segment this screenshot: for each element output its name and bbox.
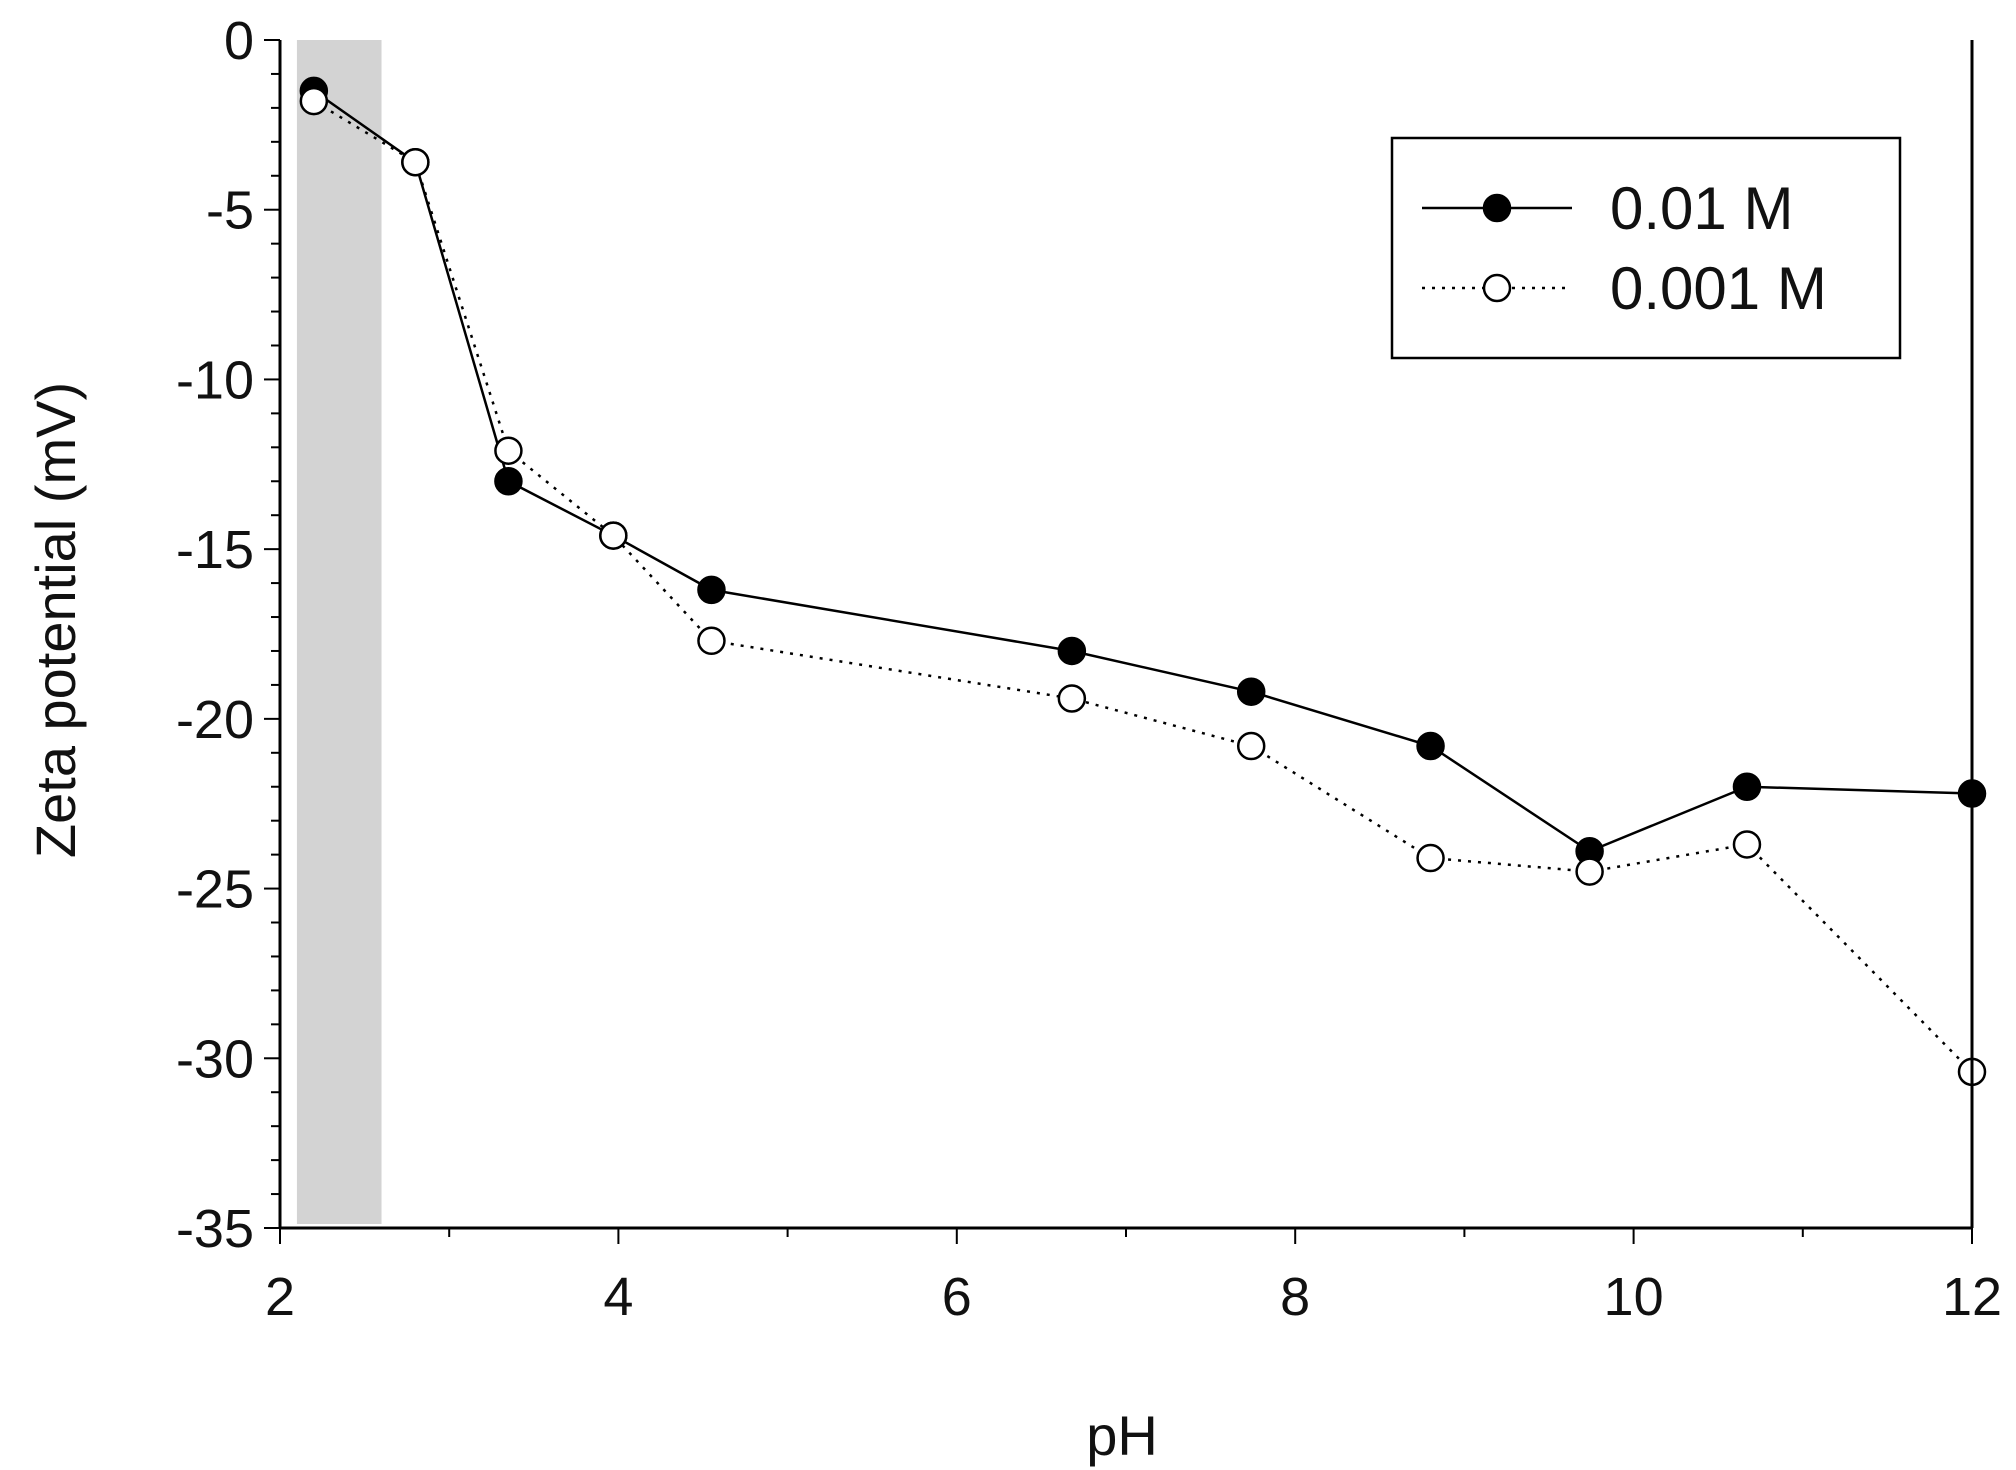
y-tick-label: -20 <box>176 690 254 750</box>
x-tick-label: 10 <box>1604 1267 1664 1327</box>
y-tick-label: -10 <box>176 350 254 410</box>
legend-marker <box>1482 273 1512 303</box>
x-tick-label: 2 <box>265 1267 295 1327</box>
shaded-region <box>296 40 382 1224</box>
y-tick-label: -35 <box>176 1199 254 1259</box>
data-point-filled <box>697 575 726 605</box>
data-point-filled <box>1732 772 1762 801</box>
data-point-open <box>401 147 430 177</box>
data-point-open <box>299 86 329 116</box>
data-point-filled <box>1057 636 1087 666</box>
series-line-1 <box>313 100 1973 1073</box>
data-point-open <box>1732 830 1762 859</box>
data-point-filled <box>1416 731 1445 761</box>
legend-label: 0.001 M <box>1610 255 1827 322</box>
data-point-open <box>599 521 628 550</box>
y-tick-label: 0 <box>224 11 254 71</box>
data-point-open <box>1416 843 1445 873</box>
data-point-filled <box>494 467 523 496</box>
data-point-open <box>697 626 726 656</box>
x-tick-label: 12 <box>1942 1267 2002 1327</box>
legend-marker <box>1482 193 1512 223</box>
data-point-open <box>1057 684 1087 713</box>
y-tick-label: -15 <box>176 520 254 580</box>
x-axis-title: pH <box>1086 1404 1158 1467</box>
data-point-open <box>494 436 523 465</box>
x-tick-label: 6 <box>942 1267 972 1327</box>
data-point-open <box>1236 731 1266 761</box>
x-tick-label: 8 <box>1280 1267 1310 1327</box>
y-tick-label: -25 <box>176 860 254 920</box>
legend-label: 0.01 M <box>1610 175 1793 242</box>
legend-box <box>1390 136 1902 360</box>
y-axis-title: Zeta potential (mV) <box>24 382 87 858</box>
y-tick-label: -5 <box>206 181 254 241</box>
data-point-open <box>1575 857 1604 886</box>
y-tick-label: -30 <box>176 1029 254 1089</box>
data-point-filled <box>1236 677 1266 706</box>
x-tick-label: 4 <box>603 1267 633 1327</box>
